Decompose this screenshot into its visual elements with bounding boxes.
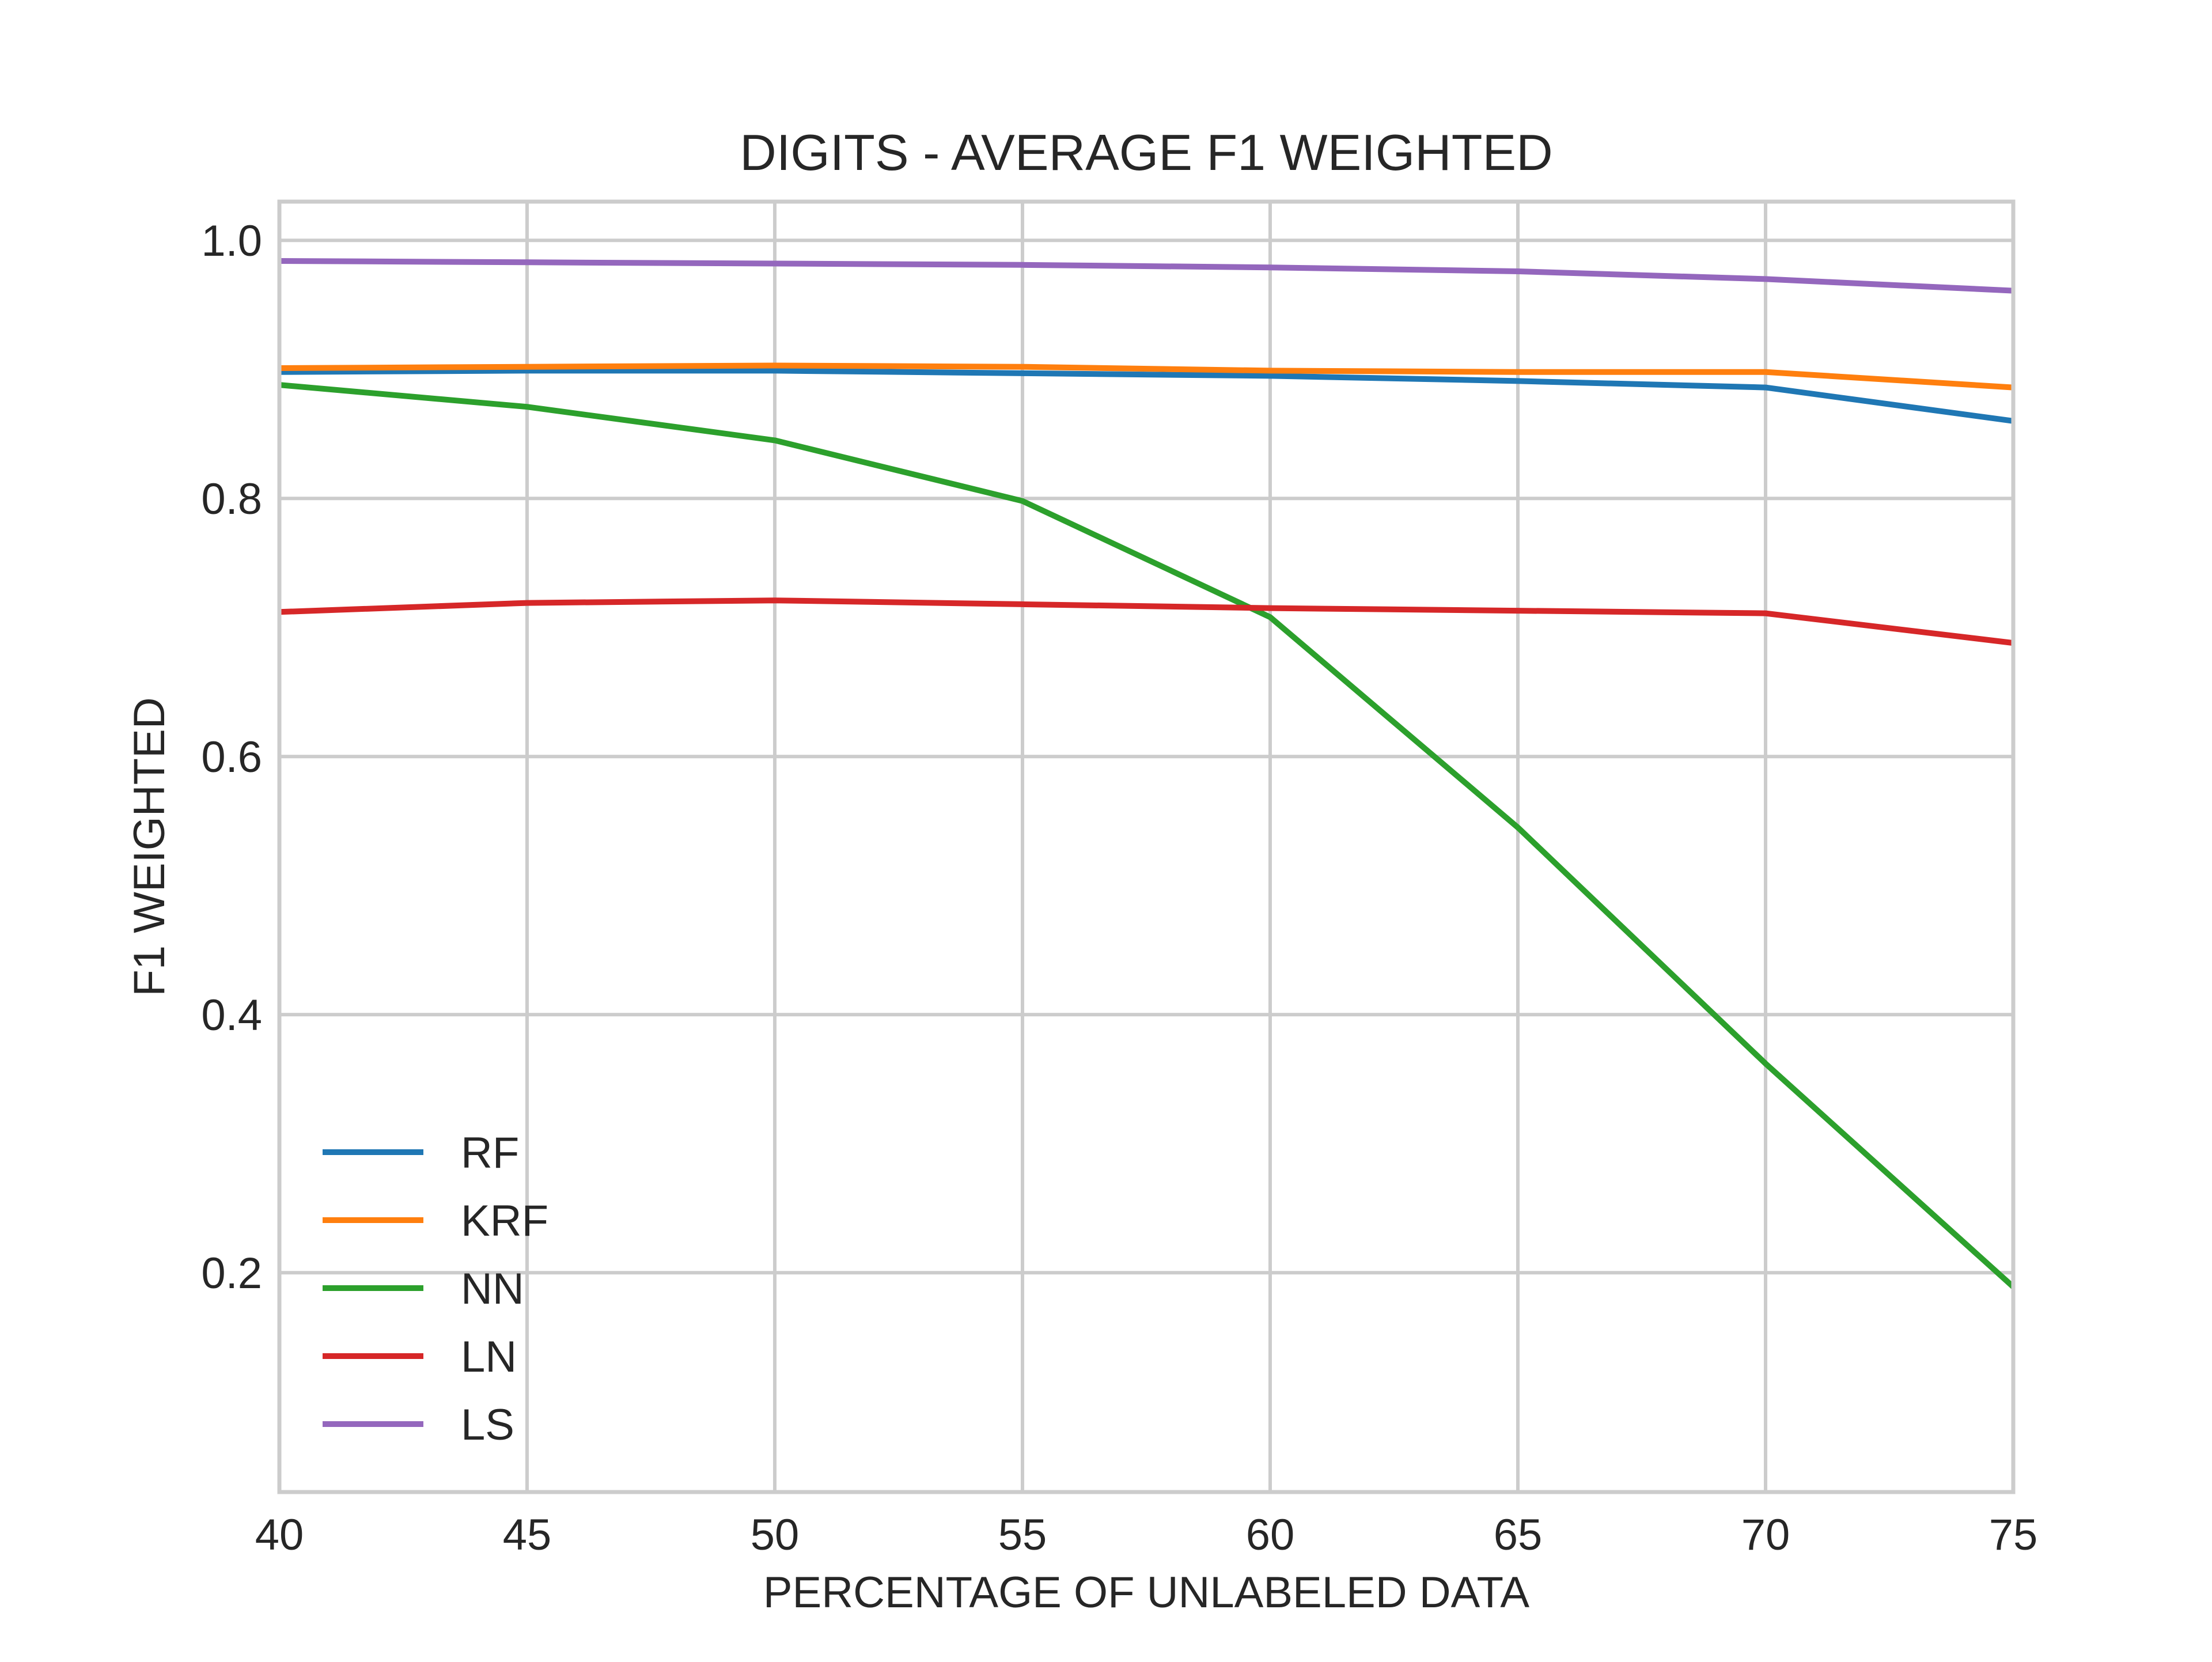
legend-label-krf: KRF bbox=[461, 1197, 548, 1245]
x-tick-label: 40 bbox=[255, 1510, 304, 1559]
chart-title: DIGITS - AVERAGE F1 WEIGHTED bbox=[740, 124, 1552, 181]
x-axis-label: PERCENTAGE OF UNLABELED DATA bbox=[763, 1568, 1530, 1617]
plot-frame bbox=[277, 199, 2016, 1494]
y-tick-label: 0.4 bbox=[201, 991, 262, 1040]
x-tick-label: 55 bbox=[998, 1510, 1047, 1559]
series-line-ls bbox=[279, 258, 2014, 294]
y-tick-labels: 0.2 0.4 0.6 0.8 1.0 bbox=[201, 217, 262, 1298]
legend-label-ls: LS bbox=[461, 1400, 514, 1449]
y-tick-label: 0.6 bbox=[201, 733, 262, 782]
x-tick-label: 45 bbox=[503, 1510, 552, 1559]
y-tick-label: 0.8 bbox=[201, 475, 262, 524]
legend-label-rf: RF bbox=[461, 1129, 519, 1178]
series-line-krf bbox=[279, 362, 2014, 391]
x-tick-label: 65 bbox=[1494, 1510, 1543, 1559]
x-tick-label: 60 bbox=[1246, 1510, 1295, 1559]
series-line-rf bbox=[279, 368, 2014, 424]
legend-label-nn: NN bbox=[461, 1265, 524, 1313]
y-tick-label: 0.2 bbox=[201, 1249, 262, 1298]
legend: RF KRF NN LN LS bbox=[323, 1129, 548, 1449]
x-tick-label: 75 bbox=[1989, 1510, 2038, 1559]
grid bbox=[278, 202, 2015, 1492]
series-layer bbox=[279, 258, 2016, 1289]
y-tick-label: 1.0 bbox=[201, 217, 262, 266]
x-tick-label: 70 bbox=[1741, 1510, 1790, 1559]
x-tick-label: 50 bbox=[751, 1510, 800, 1559]
series-line-ln bbox=[279, 597, 2014, 646]
legend-label-ln: LN bbox=[461, 1332, 517, 1381]
series-line-nn bbox=[279, 382, 2016, 1289]
x-tick-labels: 40 45 50 55 60 65 70 75 bbox=[255, 1510, 2038, 1559]
y-axis-label: F1 WEIGHTED bbox=[125, 697, 174, 996]
